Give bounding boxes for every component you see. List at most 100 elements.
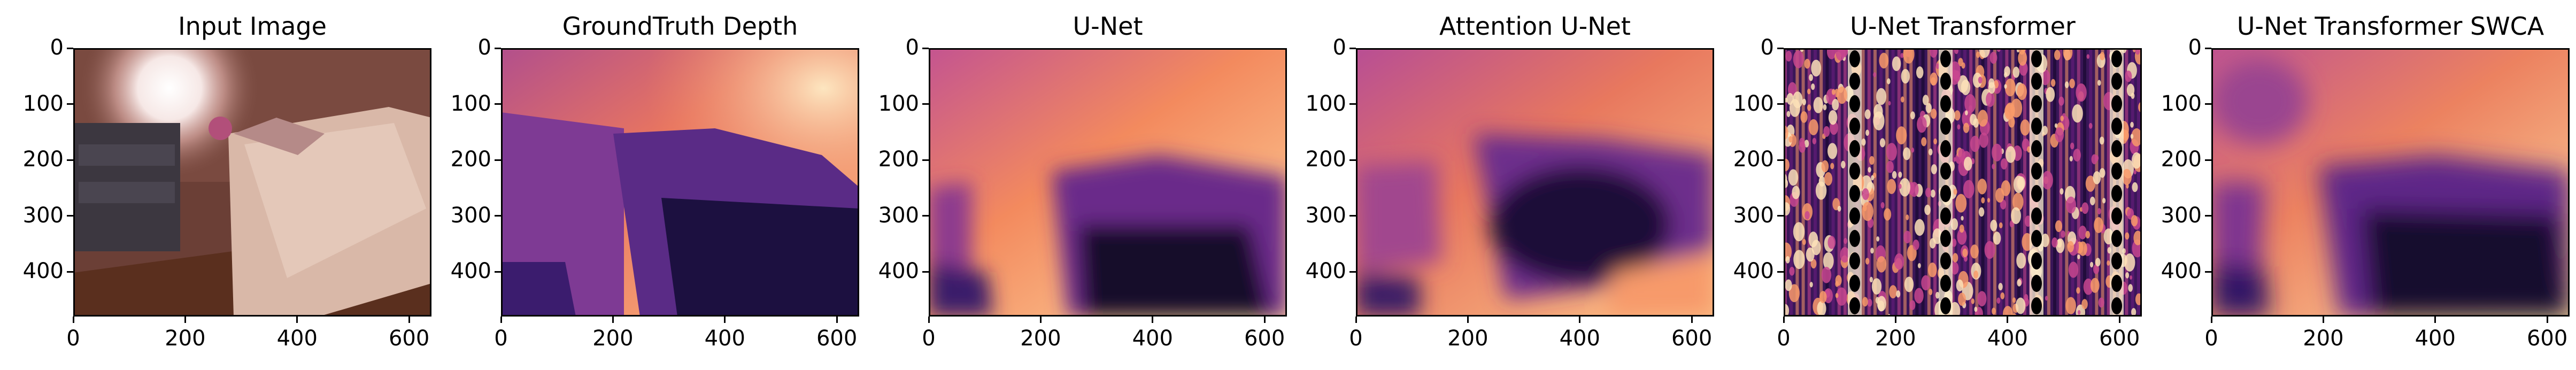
x-tick-label: 400 [1132,326,1173,351]
y-tick-label: 200 [1305,147,1346,172]
x-tick-label: 0 [922,326,936,351]
x-tick-mark [2007,317,2009,323]
x-tick-label: 0 [66,326,80,351]
y-tick-mark [1349,215,1356,217]
panel-image-unet [929,48,1287,317]
x-tick-label: 600 [816,326,858,351]
x-tick-mark [1039,317,1042,323]
y-tick-label: 400 [22,259,64,284]
x-tick-label: 400 [2415,326,2456,351]
y-tick-mark [922,103,929,105]
y-tick-label: 300 [1733,203,1774,228]
panel-title-swca: U-Net Transformer SWCA [2236,12,2544,41]
x-tick-label: 600 [388,326,430,351]
x-tick-label: 200 [165,326,206,351]
panel-image-swca [2211,48,2570,317]
y-tick-mark [1349,47,1356,49]
panel-title-gt: GroundTruth Depth [562,12,798,41]
x-tick-label: 0 [1349,326,1363,351]
y-tick-mark [67,159,73,161]
x-tick-label: 200 [1447,326,1488,351]
panel-axes-frame [1356,48,1714,317]
x-tick-label: 0 [2204,326,2218,351]
x-tick-mark [1894,317,1896,323]
x-tick-label: 600 [2526,326,2568,351]
x-tick-mark [836,317,838,323]
y-tick-mark [1349,103,1356,105]
y-tick-mark [495,47,501,49]
y-tick-label: 300 [450,203,491,228]
y-tick-label: 100 [878,91,919,116]
y-tick-mark [67,103,73,105]
y-tick-label: 400 [2161,259,2202,284]
y-tick-label: 200 [22,147,64,172]
x-tick-label: 200 [1020,326,1061,351]
x-tick-mark [408,317,410,323]
x-tick-mark [2118,317,2120,323]
y-tick-label: 0 [2188,35,2202,60]
x-tick-mark [2210,317,2212,323]
y-tick-mark [1777,47,1784,49]
panel-title-attn: Attention U-Net [1439,12,1631,41]
x-tick-mark [2322,317,2324,323]
y-tick-label: 0 [477,35,491,60]
y-tick-label: 200 [2161,147,2202,172]
x-tick-label: 400 [276,326,318,351]
x-tick-mark [184,317,186,323]
y-tick-label: 0 [1760,35,1774,60]
x-tick-label: 0 [1777,326,1791,351]
panel-axes-frame [73,48,431,317]
y-tick-label: 200 [450,147,491,172]
y-tick-mark [922,271,929,273]
x-tick-label: 400 [1559,326,1600,351]
panel-title-unett: U-Net Transformer [1850,12,2076,41]
x-tick-mark [1467,317,1469,323]
y-tick-mark [495,159,501,161]
x-tick-mark [296,317,298,323]
y-tick-mark [67,271,73,273]
y-tick-mark [1777,159,1784,161]
y-tick-mark [922,215,929,217]
y-tick-mark [922,47,929,49]
y-tick-label: 100 [1305,91,1346,116]
y-tick-label: 400 [1305,259,1346,284]
y-tick-mark [1777,103,1784,105]
x-tick-mark [1579,317,1581,323]
x-tick-label: 400 [1987,326,2028,351]
x-tick-mark [2434,317,2436,323]
y-tick-label: 200 [878,147,919,172]
x-tick-label: 0 [494,326,508,351]
y-tick-label: 400 [1733,259,1774,284]
x-tick-label: 200 [592,326,634,351]
y-tick-label: 100 [2161,91,2202,116]
panel-image-gt [501,48,859,317]
x-tick-mark [612,317,614,323]
x-tick-label: 400 [704,326,745,351]
y-tick-mark [495,271,501,273]
x-tick-mark [1691,317,1693,323]
y-tick-mark [1777,215,1784,217]
panel-title-unet: U-Net [1073,12,1143,41]
panel-axes-frame [2211,48,2570,317]
y-tick-mark [922,159,929,161]
y-tick-mark [2205,47,2211,49]
y-tick-mark [2205,103,2211,105]
y-tick-label: 300 [878,203,919,228]
y-tick-mark [1349,159,1356,161]
panel-axes-frame [929,48,1287,317]
y-tick-label: 300 [22,203,64,228]
panel-title-input: Input Image [178,12,327,41]
y-tick-mark [2205,159,2211,161]
x-tick-label: 200 [2303,326,2344,351]
y-tick-label: 100 [1733,91,1774,116]
y-tick-label: 400 [878,259,919,284]
y-tick-mark [2205,215,2211,217]
y-tick-mark [495,103,501,105]
x-tick-label: 600 [2099,326,2140,351]
y-tick-mark [1777,271,1784,273]
x-tick-mark [500,317,502,323]
x-tick-mark [1263,317,1266,323]
y-tick-label: 300 [1305,203,1346,228]
x-tick-mark [724,317,726,323]
